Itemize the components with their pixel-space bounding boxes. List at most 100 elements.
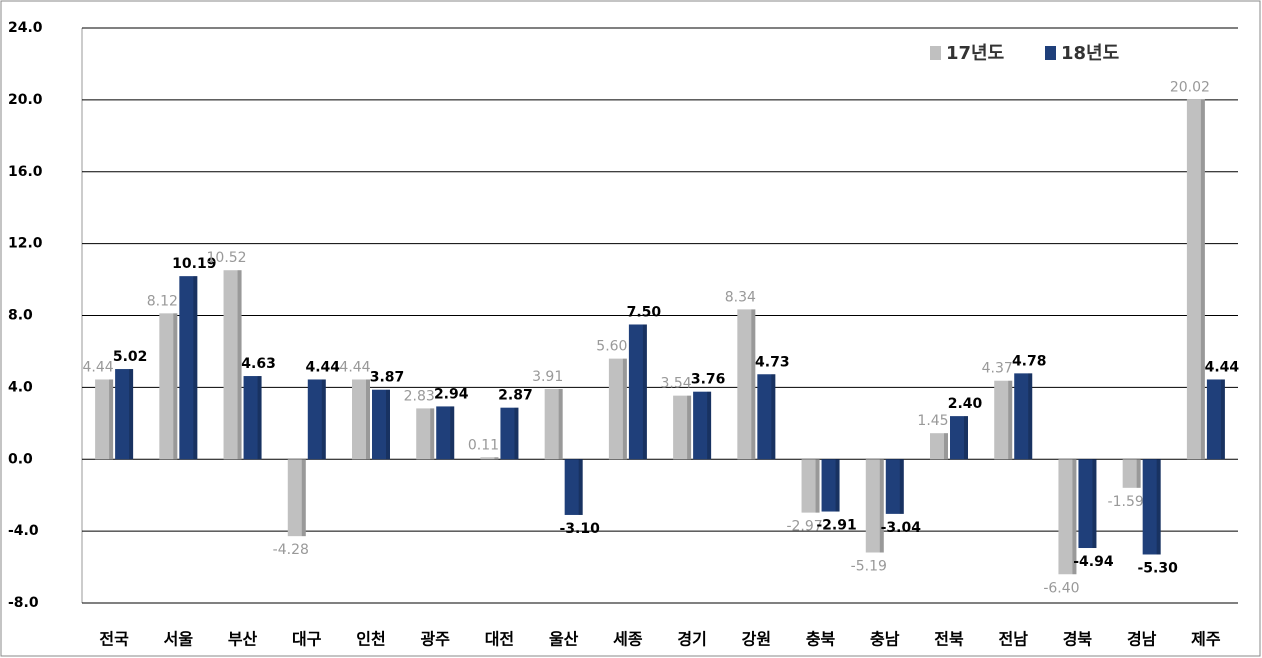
- value-label: -5.30: [1137, 560, 1178, 576]
- x-tick-label: 전남: [998, 630, 1028, 649]
- value-label: 3.91: [532, 369, 563, 385]
- value-label: 0.11: [468, 437, 499, 453]
- bar-side: [964, 416, 968, 460]
- value-label: 2.83: [404, 388, 435, 404]
- value-label: -5.19: [851, 559, 887, 575]
- value-label: 2.94: [434, 386, 469, 402]
- x-tick-label: 울산: [549, 630, 579, 649]
- bar: [436, 406, 455, 460]
- bar: [480, 457, 499, 460]
- value-label: 4.37: [982, 361, 1013, 377]
- bar-side: [173, 313, 178, 460]
- bar-side: [558, 388, 563, 460]
- value-label: -1.59: [1108, 494, 1144, 510]
- value-label: 4.44: [339, 359, 370, 375]
- x-tick-label: 경남: [1127, 630, 1157, 649]
- x-tick-label: 대구: [292, 630, 322, 649]
- bar-side: [386, 389, 390, 460]
- y-tick-label: -4.0: [8, 523, 39, 539]
- legend-swatch: [1045, 46, 1056, 60]
- value-label: 10.19: [172, 256, 216, 272]
- bar-side: [109, 379, 114, 460]
- value-label: 5.60: [596, 339, 627, 355]
- value-label: 4.44: [306, 359, 341, 375]
- x-tick-label: 전국: [99, 630, 129, 649]
- value-label: -3.10: [559, 521, 600, 537]
- y-tick-label: 4.0: [8, 379, 33, 395]
- bar-side: [1200, 99, 1205, 460]
- value-label: 7.50: [627, 304, 662, 320]
- y-tick-label: 16.0: [8, 164, 43, 180]
- bar: [372, 389, 390, 460]
- value-label: 5.02: [113, 349, 148, 365]
- bar: [1186, 99, 1205, 460]
- value-label: -2.91: [816, 518, 856, 534]
- x-tick-label: 부산: [228, 630, 258, 649]
- bar: [1014, 373, 1033, 460]
- bar: [994, 380, 1013, 460]
- bar: [223, 270, 242, 460]
- bar-side: [494, 457, 499, 460]
- y-tick-label: 24.0: [8, 20, 43, 36]
- x-tick-label: 경북: [1063, 630, 1093, 649]
- value-label: -4.28: [273, 542, 309, 558]
- value-label: 1.45: [917, 413, 948, 429]
- bar: [416, 408, 435, 460]
- bar-side: [1092, 459, 1097, 549]
- bar: [564, 459, 583, 515]
- bar: [1206, 379, 1225, 460]
- bar-side: [687, 395, 692, 460]
- bar-side: [257, 376, 262, 460]
- bar-side: [1072, 459, 1077, 575]
- bar-side: [642, 324, 647, 460]
- bar-side: [707, 391, 712, 460]
- bar-side: [815, 459, 820, 513]
- x-tick-label: 세종: [613, 630, 643, 649]
- bar: [352, 379, 370, 460]
- bar: [115, 369, 134, 460]
- bar-side: [321, 379, 326, 460]
- bar: [287, 459, 306, 537]
- x-tick-label: 서울: [164, 630, 194, 649]
- value-label: 2.87: [498, 388, 533, 404]
- bar: [693, 391, 712, 460]
- bar-side: [622, 358, 627, 460]
- bar: [243, 376, 262, 460]
- bar: [757, 374, 776, 460]
- bar: [821, 459, 840, 512]
- bar-side: [879, 459, 884, 553]
- value-label: 3.54: [661, 376, 692, 392]
- bar: [950, 416, 968, 460]
- bar: [307, 379, 326, 460]
- value-label: 3.76: [691, 372, 726, 388]
- bar: [179, 276, 198, 460]
- bar-side: [751, 309, 756, 460]
- legend-swatch: [930, 46, 941, 60]
- bar-side: [1220, 379, 1225, 460]
- y-tick-label: 0.0: [8, 451, 33, 467]
- bar: [544, 388, 563, 460]
- value-label: 4.44: [83, 359, 114, 375]
- bar: [628, 324, 647, 460]
- bar-side: [1008, 380, 1013, 460]
- bar-side: [944, 433, 948, 460]
- bar: [737, 309, 756, 460]
- x-tick-label: 광주: [420, 630, 450, 649]
- bar: [608, 358, 627, 460]
- x-tick-label: 전북: [934, 630, 964, 649]
- bar: [1058, 459, 1077, 575]
- x-tick-label: 제주: [1191, 630, 1221, 649]
- bar-side: [1028, 373, 1033, 460]
- bar: [1142, 459, 1161, 555]
- y-tick-label: 12.0: [8, 236, 43, 252]
- value-label: -4.94: [1073, 554, 1114, 570]
- value-label: -6.40: [1043, 580, 1079, 596]
- x-tick-label: 강원: [742, 630, 771, 649]
- value-label: 4.78: [1012, 353, 1047, 369]
- x-tick-label: 대전: [485, 630, 514, 649]
- bar-side: [430, 408, 435, 460]
- value-label: 4.44: [1205, 359, 1240, 375]
- x-tick-label: 충북: [806, 630, 836, 649]
- legend-label: 17년도: [946, 43, 1004, 64]
